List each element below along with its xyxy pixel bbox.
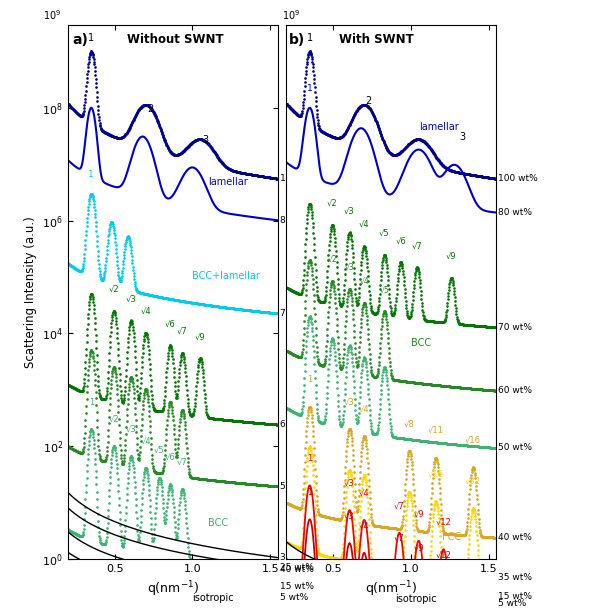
Text: √16: √16	[428, 470, 444, 479]
Text: 60 wt%: 60 wt%	[280, 420, 314, 429]
Text: 50 wt%: 50 wt%	[280, 482, 314, 491]
Text: √7: √7	[394, 534, 405, 543]
Text: FCC: FCC	[442, 532, 461, 542]
Text: √9: √9	[413, 510, 424, 518]
Text: 30 wt%: 30 wt%	[280, 553, 314, 562]
Text: √4: √4	[359, 488, 369, 497]
Text: √4: √4	[359, 521, 369, 530]
X-axis label: q(nm$^{-1}$): q(nm$^{-1}$)	[147, 579, 199, 599]
Text: √3: √3	[344, 479, 355, 488]
Text: 1: 1	[307, 85, 313, 93]
Text: 70 wt%: 70 wt%	[280, 309, 314, 318]
Text: √3: √3	[126, 295, 137, 303]
Text: b): b)	[288, 33, 305, 47]
Text: Without SWNT: Without SWNT	[127, 33, 223, 45]
Text: 15 wt%: 15 wt%	[280, 582, 314, 591]
Text: √4: √4	[359, 277, 369, 286]
Text: BCC: BCC	[411, 338, 431, 348]
Text: √7: √7	[412, 241, 423, 251]
Y-axis label: Scattering Intensity (a.u.): Scattering Intensity (a.u.)	[24, 216, 37, 368]
Text: √12: √12	[436, 550, 452, 559]
Text: 1: 1	[88, 33, 95, 43]
Text: √3: √3	[344, 207, 355, 216]
Text: √6: √6	[165, 453, 176, 462]
Text: 3: 3	[459, 133, 465, 142]
Text: 10$^9$: 10$^9$	[282, 8, 300, 22]
Text: 1: 1	[307, 454, 313, 463]
Text: √2: √2	[327, 255, 337, 264]
Text: √2: √2	[109, 414, 119, 424]
Text: √11: √11	[428, 426, 444, 435]
Text: 80 wt%: 80 wt%	[280, 216, 314, 225]
Text: √7: √7	[394, 502, 405, 510]
Text: √16: √16	[465, 436, 481, 445]
Text: 40 wt%: 40 wt%	[498, 533, 532, 542]
Text: √3: √3	[344, 512, 355, 521]
Text: 60 wt%: 60 wt%	[498, 386, 532, 395]
Text: √4: √4	[359, 404, 369, 413]
Text: isotropic: isotropic	[395, 594, 437, 604]
Text: lamellar: lamellar	[418, 122, 459, 132]
Text: √32: √32	[465, 476, 481, 486]
Text: 2: 2	[366, 96, 372, 106]
Text: 35 wt%: 35 wt%	[498, 572, 532, 581]
Text: √4: √4	[141, 437, 151, 446]
Text: √3: √3	[126, 424, 137, 433]
Text: 1: 1	[307, 375, 313, 384]
Text: √9: √9	[195, 332, 206, 341]
Text: √6: √6	[165, 319, 176, 328]
Text: With SWNT: With SWNT	[339, 33, 414, 45]
Text: isotropic: isotropic	[193, 593, 234, 602]
Text: √5: √5	[379, 286, 389, 294]
Text: 25 wt%: 25 wt%	[280, 563, 313, 572]
Text: √9: √9	[413, 543, 424, 553]
Text: √9: √9	[446, 252, 457, 261]
Text: 2: 2	[147, 104, 154, 114]
Text: 10$^9$: 10$^9$	[43, 8, 61, 22]
Text: √2: √2	[109, 285, 119, 293]
Text: √3: √3	[345, 263, 355, 272]
Text: √4: √4	[141, 306, 151, 316]
Text: √3: √3	[344, 397, 355, 406]
Text: √8: √8	[404, 419, 415, 429]
Text: √4: √4	[359, 220, 369, 229]
Text: √7: √7	[177, 327, 188, 336]
Text: √5: √5	[154, 446, 165, 455]
Text: 15 wt%: 15 wt%	[498, 593, 532, 601]
Text: 1: 1	[89, 398, 94, 406]
Text: 50 wt%: 50 wt%	[498, 443, 532, 453]
Text: 5 wt%: 5 wt%	[280, 593, 308, 602]
Text: a): a)	[72, 33, 88, 47]
Text: 1: 1	[89, 170, 94, 179]
Text: 80 wt%: 80 wt%	[498, 208, 532, 217]
Text: 5 wt%: 5 wt%	[498, 599, 526, 608]
Text: 1: 1	[307, 33, 313, 43]
Text: √6: √6	[395, 236, 406, 246]
Text: √7: √7	[177, 457, 188, 467]
Text: 100 wt%: 100 wt%	[280, 174, 319, 183]
Text: √12: √12	[436, 518, 452, 527]
Text: √2: √2	[327, 198, 337, 208]
Text: 70 wt%: 70 wt%	[498, 323, 532, 332]
Text: BCC: BCC	[208, 518, 228, 529]
Text: √5: √5	[379, 228, 389, 238]
Text: 40 wt%: 40 wt%	[280, 565, 313, 574]
Text: lamellar: lamellar	[208, 177, 248, 187]
X-axis label: q(nm$^{-1}$): q(nm$^{-1}$)	[365, 579, 417, 599]
Text: BCC+lamellar: BCC+lamellar	[193, 271, 260, 281]
Text: 100 wt%: 100 wt%	[498, 174, 538, 183]
Text: 3: 3	[202, 135, 208, 145]
Text: 1: 1	[307, 488, 313, 497]
